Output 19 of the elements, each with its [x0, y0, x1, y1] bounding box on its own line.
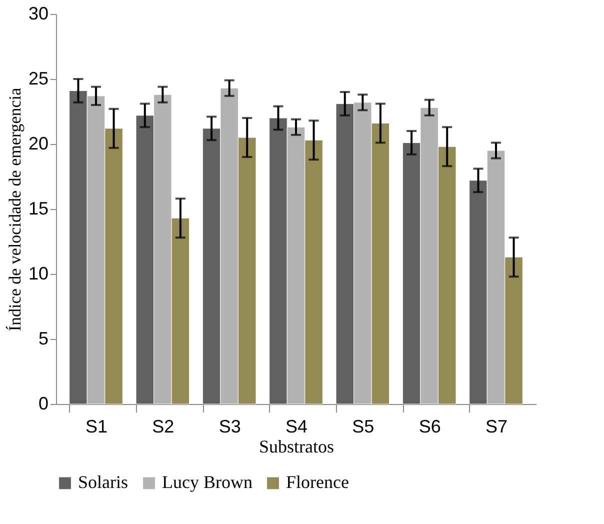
- x-tick-label: S2: [152, 416, 174, 436]
- y-axis-title: Índice de velocidade de emergencia: [5, 87, 24, 332]
- x-tick-label: S6: [418, 416, 441, 436]
- y-tick-label: 10: [28, 264, 48, 284]
- y-tick-label: 25: [28, 68, 48, 88]
- legend-label: Solaris: [78, 472, 128, 492]
- y-tick-label: 15: [28, 198, 48, 218]
- y-tick-label: 0: [38, 394, 48, 414]
- x-axis-title: Substratos: [258, 436, 334, 456]
- x-tick-label: S4: [285, 416, 308, 436]
- legend-label: Florence: [286, 472, 349, 492]
- legend-label: Lucy Brown: [162, 472, 252, 492]
- x-tick-label: S1: [85, 416, 108, 436]
- x-tick-label: S3: [218, 416, 241, 436]
- x-tick-label: S7: [485, 416, 508, 436]
- x-tick-label: S5: [352, 416, 374, 436]
- y-tick-label: 20: [28, 134, 48, 154]
- y-tick-label: 5: [38, 328, 48, 348]
- y-tick-label: 30: [28, 4, 48, 24]
